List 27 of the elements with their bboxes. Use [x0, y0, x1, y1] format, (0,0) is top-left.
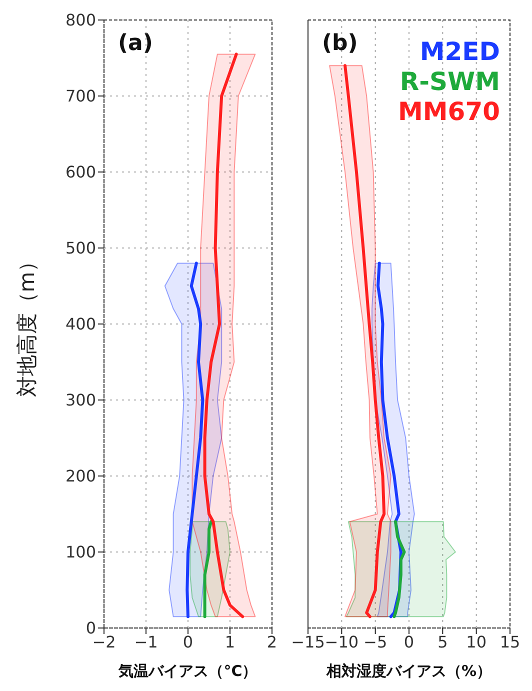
- y-tick-label: 800: [65, 10, 96, 30]
- text: R-SWM: [400, 67, 500, 96]
- annotation: (b): [322, 31, 358, 56]
- x-axis-title: 相対湿度バイアス（%）: [325, 662, 492, 680]
- y-tick-label: 500: [65, 238, 96, 258]
- series-label: MM670: [398, 97, 500, 126]
- x-axis-title: 気温バイアス（°C）: [118, 662, 258, 680]
- y-tick-label: 300: [65, 390, 96, 410]
- y-tick-label: 200: [65, 466, 96, 486]
- x-tick-label: 2: [266, 632, 278, 652]
- x-tick-label: −15: [291, 632, 325, 652]
- y-tick-label: 100: [65, 542, 96, 562]
- annotation: (a): [118, 31, 153, 56]
- y-axis-title: 対地高度（m）: [15, 250, 39, 398]
- y-tick-label: 600: [65, 162, 96, 182]
- x-tick-label: −1: [134, 632, 158, 652]
- x-tick-label: 10: [466, 632, 487, 652]
- x-tick-label: 5: [438, 632, 448, 652]
- x-tick-label: −5: [364, 632, 388, 652]
- text: M2ED: [420, 37, 500, 66]
- x-tick-label: 0: [404, 632, 414, 652]
- x-tick-label: 1: [224, 632, 236, 652]
- x-tick-label: −10: [324, 632, 359, 652]
- x-tick-label: 15: [500, 632, 520, 652]
- x-tick-label: 0: [182, 632, 194, 652]
- y-tick-label: 700: [65, 86, 96, 106]
- y-tick-label: 400: [65, 314, 96, 334]
